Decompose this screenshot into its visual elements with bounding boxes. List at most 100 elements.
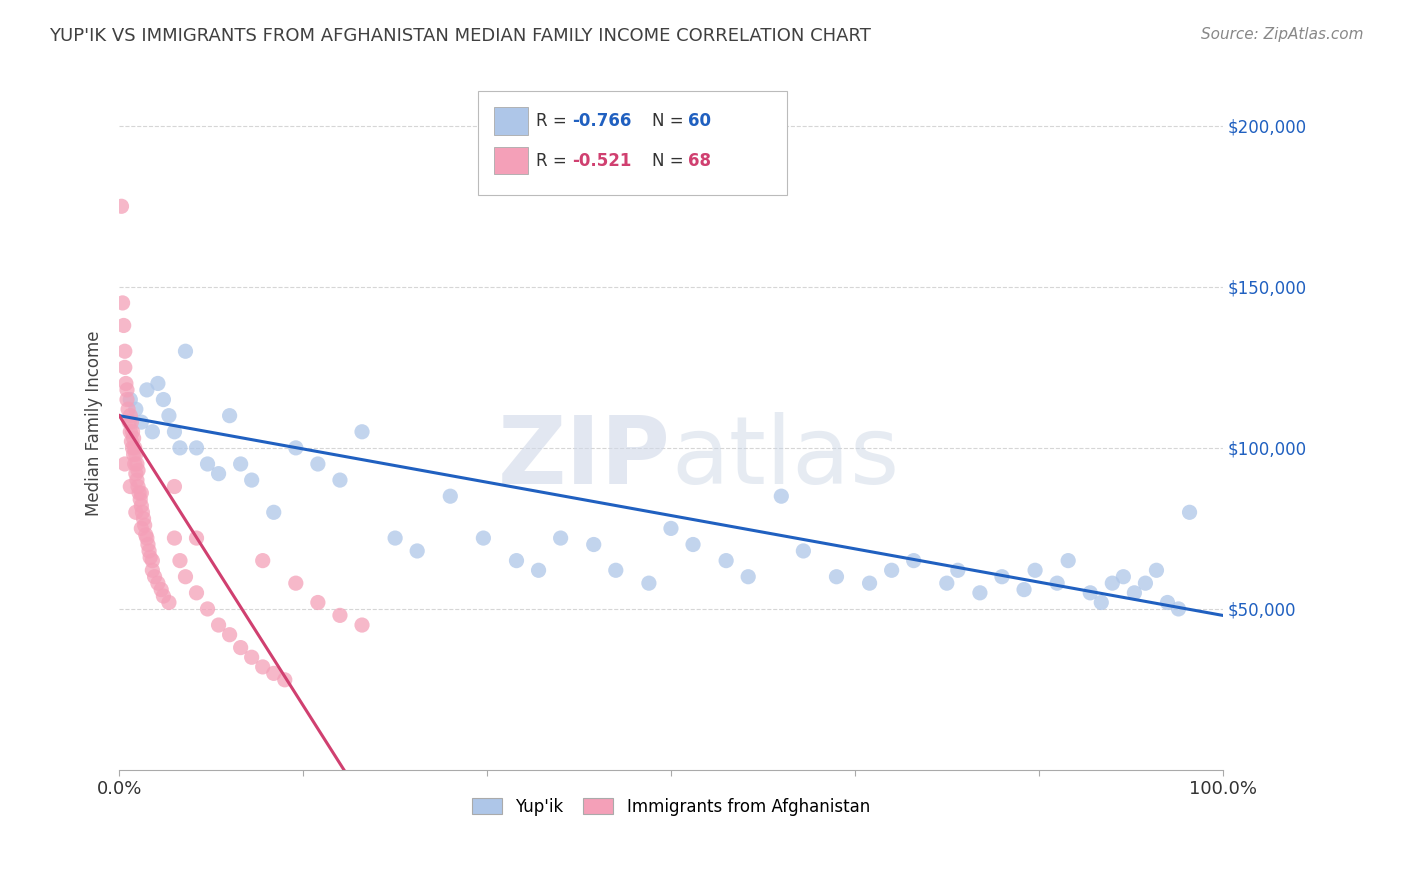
Point [114, 457, 136, 471]
Point [991, 570, 1014, 584]
Point [157, 595, 180, 609]
Point [117, 402, 139, 417]
Point [880, 563, 903, 577]
Point [406, 544, 429, 558]
Point [218, 628, 240, 642]
Point [472, 531, 495, 545]
Text: R =: R = [536, 112, 572, 130]
Point [682, 537, 704, 551]
Point [120, 415, 142, 429]
Point [169, 441, 191, 455]
Point [152, 392, 174, 407]
Text: atlas: atlas [671, 412, 900, 504]
Point [174, 344, 197, 359]
Point [527, 563, 550, 577]
Point [218, 409, 240, 423]
Point [659, 521, 682, 535]
Point [121, 441, 143, 455]
Point [125, 447, 148, 461]
Point [125, 467, 148, 481]
Text: R =: R = [536, 152, 572, 169]
Point [505, 553, 527, 567]
Point [307, 457, 329, 471]
Point [1101, 576, 1123, 591]
Point [112, 318, 135, 333]
Point [252, 660, 274, 674]
Point [125, 505, 148, 519]
Point [969, 586, 991, 600]
Y-axis label: Median Family Income: Median Family Income [86, 331, 103, 516]
Point [135, 528, 157, 542]
Point [127, 463, 149, 477]
Point [825, 570, 848, 584]
Point [263, 505, 285, 519]
Point [146, 376, 169, 391]
Point [129, 492, 152, 507]
Point [146, 576, 169, 591]
Point [114, 344, 136, 359]
Point [350, 618, 373, 632]
Text: 68: 68 [688, 152, 710, 169]
Point [263, 666, 285, 681]
Point [1146, 563, 1168, 577]
Point [136, 537, 159, 551]
Point [122, 447, 145, 461]
Point [139, 550, 162, 565]
Point [329, 608, 352, 623]
Point [124, 441, 146, 455]
Point [127, 479, 149, 493]
FancyBboxPatch shape [478, 91, 787, 195]
Point [350, 425, 373, 439]
Point [163, 479, 186, 493]
Point [1178, 505, 1201, 519]
Point [1090, 595, 1112, 609]
Point [714, 553, 737, 567]
Text: -0.766: -0.766 [572, 112, 631, 130]
Point [131, 415, 153, 429]
Legend: Yup'ik, Immigrants from Afghanistan: Yup'ik, Immigrants from Afghanistan [464, 789, 879, 824]
Point [114, 360, 136, 375]
Point [329, 473, 352, 487]
Point [138, 544, 160, 558]
Point [122, 431, 145, 445]
Point [1112, 570, 1135, 584]
Point [1046, 576, 1069, 591]
Point [115, 383, 138, 397]
Point [582, 537, 605, 551]
Point [1123, 586, 1146, 600]
Point [770, 489, 793, 503]
Point [128, 486, 150, 500]
Text: ZIP: ZIP [498, 412, 671, 504]
Point [1167, 602, 1189, 616]
Point [157, 409, 180, 423]
Point [252, 553, 274, 567]
Point [150, 582, 173, 597]
Point [384, 531, 406, 545]
Point [131, 499, 153, 513]
FancyBboxPatch shape [495, 107, 527, 135]
Point [152, 589, 174, 603]
Text: YUP'IK VS IMMIGRANTS FROM AFGHANISTAN MEDIAN FAMILY INCOME CORRELATION CHART: YUP'IK VS IMMIGRANTS FROM AFGHANISTAN ME… [49, 27, 872, 45]
Point [131, 521, 153, 535]
Point [141, 425, 163, 439]
Point [118, 415, 141, 429]
Point [120, 392, 142, 407]
Point [111, 296, 134, 310]
Point [125, 402, 148, 417]
Point [125, 473, 148, 487]
FancyBboxPatch shape [495, 146, 527, 175]
Point [141, 553, 163, 567]
Point [169, 553, 191, 567]
Point [120, 434, 142, 449]
Point [550, 531, 572, 545]
Point [737, 570, 759, 584]
Point [1078, 586, 1101, 600]
Point [134, 518, 156, 533]
Point [1024, 563, 1046, 577]
Point [207, 618, 229, 632]
Point [240, 650, 263, 665]
Point [284, 441, 307, 455]
Point [135, 531, 157, 545]
Point [638, 576, 661, 591]
Point [792, 544, 814, 558]
